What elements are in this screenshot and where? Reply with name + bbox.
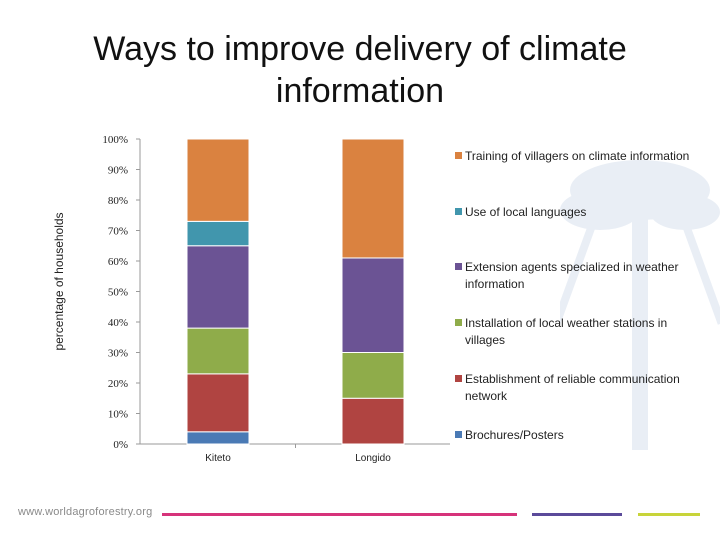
bar-kiteto-series-1 [186, 373, 250, 433]
y-tick-label: 30% [108, 348, 128, 360]
bar-longido-series-5 [341, 138, 405, 259]
x-tick-label: Longido [355, 453, 391, 464]
y-axis-label: percentage of households [52, 212, 66, 350]
legend-item: Use of local languages [455, 204, 705, 221]
legend-swatch [455, 431, 462, 438]
legend-label: Use of local languages [465, 205, 587, 219]
bar-kiteto-series-2 [186, 327, 250, 375]
legend-swatch [455, 319, 462, 326]
legend-item: Installation of local weather stations i… [455, 315, 705, 349]
legend-swatch [455, 375, 462, 382]
bar-kiteto-series-0 [186, 431, 250, 445]
y-tick-label: 100% [102, 134, 128, 146]
legend-label: Installation of local weather stations i… [465, 316, 668, 347]
bar-kiteto-series-3 [186, 245, 250, 329]
footer-line-pink [162, 513, 517, 516]
bar-longido-series-1 [341, 397, 405, 445]
legend-swatch [455, 152, 462, 159]
y-tick-label: 70% [108, 226, 128, 238]
legend-label: Extension agents specialized in weather … [465, 260, 679, 291]
y-tick-label: 50% [108, 287, 128, 299]
legend-label: Establishment of reliable communication … [465, 372, 680, 403]
bar-kiteto-series-4 [186, 220, 250, 247]
tree-watermark [560, 160, 720, 450]
x-tick-label: Kiteto [205, 453, 231, 464]
y-tick-label: 80% [108, 195, 128, 207]
legend-item: Establishment of reliable communication … [455, 371, 705, 405]
chart-title-line-2: information [275, 72, 445, 110]
y-tick-label: 10% [108, 409, 128, 421]
y-tick-label: 0% [113, 439, 128, 451]
footer-url[interactable]: www.worldagroforestry.org [18, 506, 153, 518]
bar-kiteto-series-5 [186, 138, 250, 222]
legend-swatch [455, 208, 462, 215]
bar-longido-series-3 [341, 257, 405, 354]
legend-label: Training of villagers on climate informa… [465, 149, 690, 163]
footer-line-yellow [638, 513, 700, 516]
legend-item: Brochures/Posters [455, 427, 705, 444]
bar-longido-series-2 [341, 352, 405, 399]
legend-item: Training of villagers on climate informa… [455, 148, 705, 165]
chart-title-line-1: Ways to improve delivery of climate [93, 30, 627, 68]
legend-swatch [455, 263, 462, 270]
y-tick-label: 60% [108, 256, 128, 268]
legend-label: Brochures/Posters [465, 428, 564, 442]
y-tick-label: 40% [108, 317, 128, 329]
y-tick-label: 90% [108, 165, 128, 177]
chart-title: Ways to improve delivery of climate info… [40, 28, 680, 112]
legend-item: Extension agents specialized in weather … [455, 259, 705, 293]
y-tick-label: 20% [108, 378, 128, 390]
footer-line-purple [532, 513, 622, 516]
